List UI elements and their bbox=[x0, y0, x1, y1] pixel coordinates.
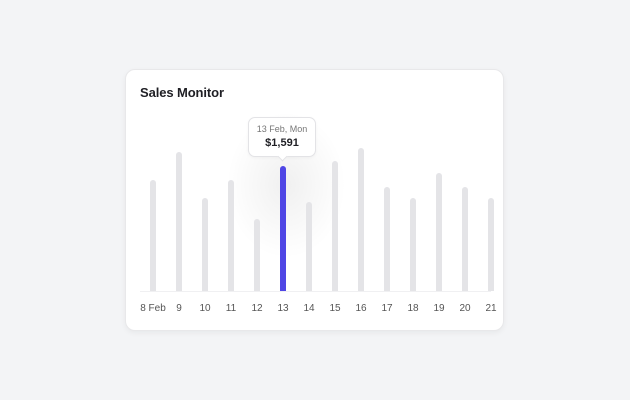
bar-12[interactable] bbox=[254, 219, 260, 291]
bar-13[interactable] bbox=[280, 166, 286, 291]
x-axis-label: 11 bbox=[225, 303, 237, 314]
bar-9[interactable] bbox=[176, 152, 182, 291]
x-axis-label: 21 bbox=[485, 303, 497, 314]
bar-19[interactable] bbox=[436, 173, 442, 291]
bar-20[interactable] bbox=[462, 187, 468, 291]
x-axis-label: 12 bbox=[251, 303, 263, 314]
x-axis-label: 18 bbox=[407, 303, 419, 314]
bar-16[interactable] bbox=[358, 148, 364, 291]
bar-18[interactable] bbox=[410, 198, 416, 291]
bar-15[interactable] bbox=[332, 161, 338, 291]
x-axis-label: 15 bbox=[329, 303, 341, 314]
x-axis-label: 16 bbox=[355, 303, 367, 314]
x-axis-label: 20 bbox=[459, 303, 471, 314]
x-axis-label: 19 bbox=[433, 303, 445, 314]
x-axis-label: 9 bbox=[176, 303, 182, 314]
bar-10[interactable] bbox=[202, 198, 208, 291]
bar-11[interactable] bbox=[228, 180, 234, 291]
bar-21[interactable] bbox=[488, 198, 494, 291]
bar-8-feb[interactable] bbox=[150, 180, 156, 291]
sales-monitor-card: Sales Monitor 13 Feb, Mon $1,591 8 Feb 9 1… bbox=[125, 69, 504, 331]
chart-baseline bbox=[140, 291, 491, 292]
x-axis-label: 17 bbox=[381, 303, 393, 314]
tooltip-value: $1,591 bbox=[265, 137, 299, 149]
card-title: Sales Monitor bbox=[140, 85, 224, 100]
x-axis-label: 14 bbox=[303, 303, 315, 314]
x-axis-label: 10 bbox=[199, 303, 211, 314]
tooltip-date: 13 Feb, Mon bbox=[256, 124, 308, 134]
chart-tooltip: 13 Feb, Mon $1,591 bbox=[248, 117, 316, 157]
x-axis-label: 8 Feb bbox=[140, 303, 166, 314]
x-axis-label: 13 bbox=[277, 303, 289, 314]
bar-17[interactable] bbox=[384, 187, 390, 291]
bar-14[interactable] bbox=[306, 202, 312, 291]
